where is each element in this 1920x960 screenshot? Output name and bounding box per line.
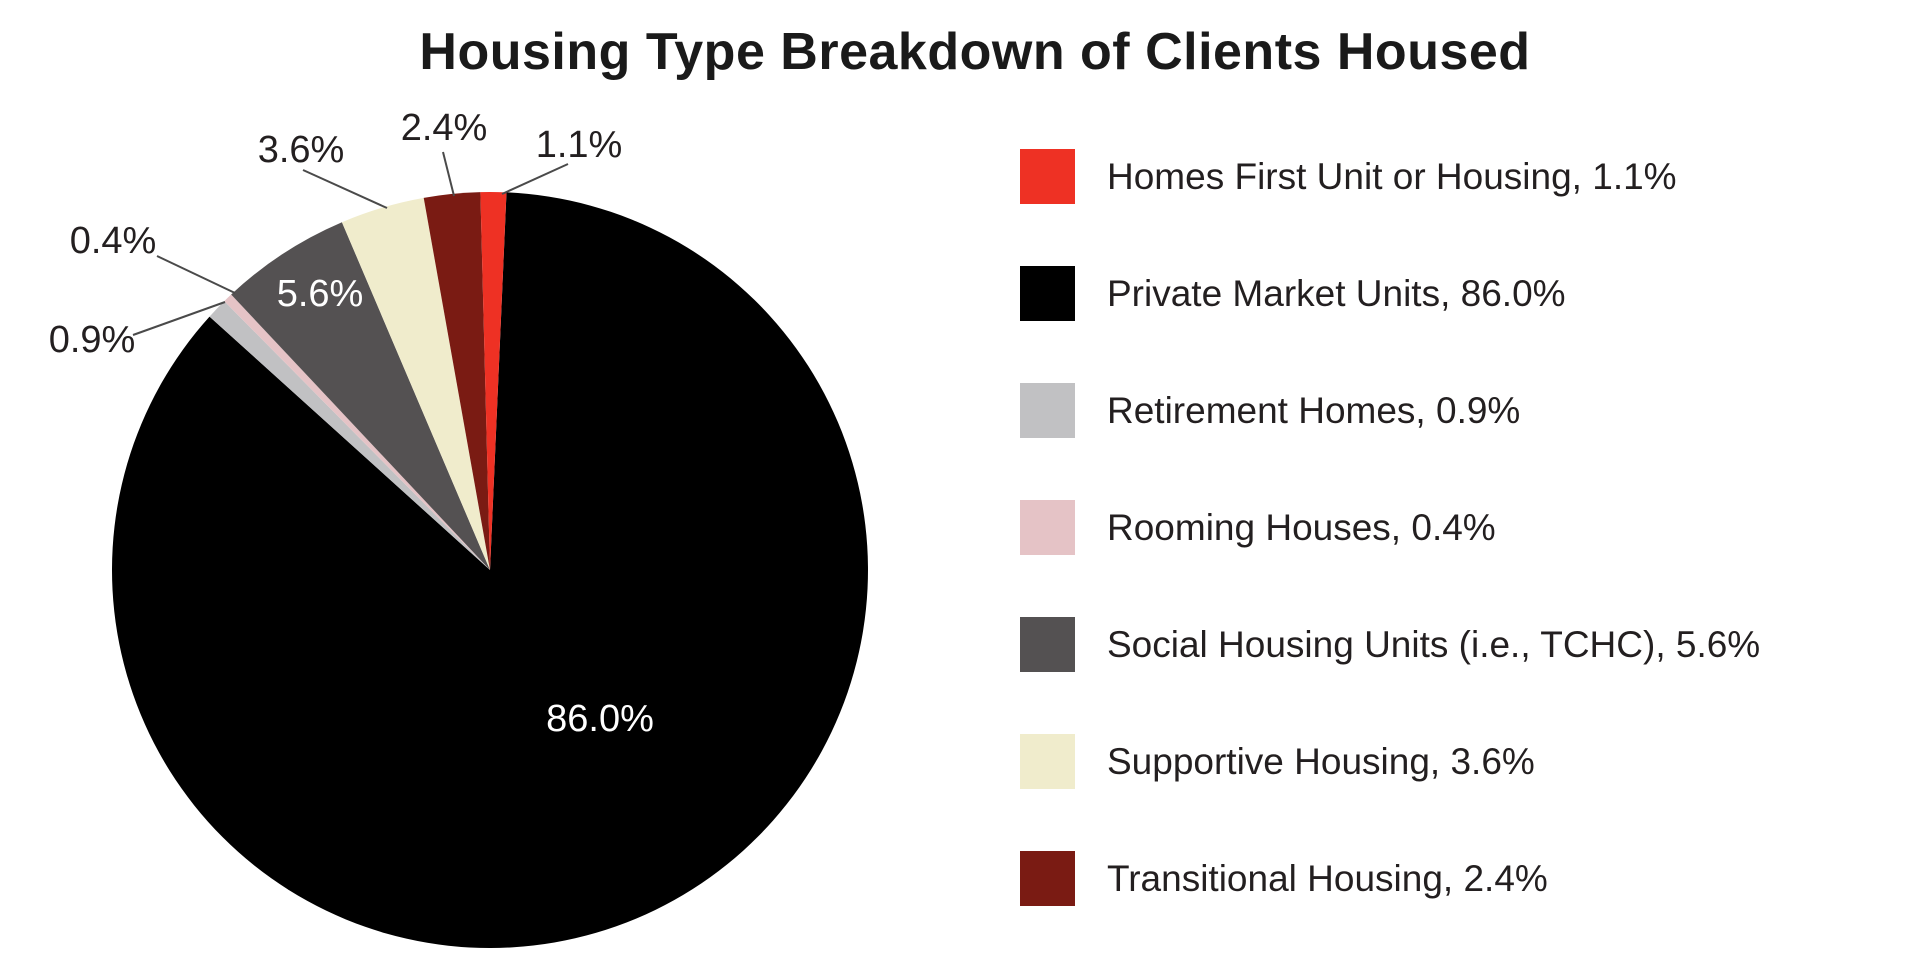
leader-line-homes-first-unit-or-housing: [501, 163, 569, 195]
legend-item-homes-first[interactable]: Homes First Unit or Housing, 1.1%: [1020, 149, 1760, 204]
slice-label-retirement-homes: 0.9%: [49, 319, 136, 361]
pie-slice-social-housing-units[interactable]: [231, 222, 490, 570]
pie-slice-supportive-housing[interactable]: [341, 197, 490, 571]
legend-swatch-supportive-housing: [1020, 734, 1075, 789]
legend-label: Homes First Unit or Housing, 1.1%: [1107, 155, 1677, 197]
slice-label-homes-first-unit-or-housing: 1.1%: [536, 124, 623, 166]
slice-label-private-market-units: 86.0%: [546, 698, 654, 740]
slice-label-supportive-housing: 3.6%: [258, 129, 345, 171]
pie-slice-homes-first-unit-or-housing[interactable]: [480, 191, 507, 570]
slice-label-rooming-houses: 0.4%: [70, 220, 157, 262]
legend-swatch-transitional-housing: [1020, 851, 1075, 906]
legend-item-retirement-homes[interactable]: Retirement Homes, 0.9%: [1020, 383, 1760, 438]
legend-swatch-homes-first: [1020, 149, 1075, 204]
slice-label-social-housing-units: 5.6%: [277, 273, 364, 315]
pie-slice-private-market-units[interactable]: [111, 192, 868, 949]
slice-label-transitional-housing: 2.4%: [401, 107, 488, 149]
legend-item-transitional-housing[interactable]: Transitional Housing, 2.4%: [1020, 851, 1760, 906]
pie-slice-transitional-housing[interactable]: [423, 192, 490, 570]
legend-swatch-retirement-homes: [1020, 383, 1075, 438]
pie-slice-rooming-houses[interactable]: [224, 294, 491, 570]
legend-label: Retirement Homes, 0.9%: [1107, 389, 1521, 431]
legend-label: Supportive Housing, 3.6%: [1107, 740, 1535, 782]
leader-line-rooming-houses: [156, 255, 236, 294]
legend-label: Private Market Units, 86.0%: [1107, 272, 1566, 314]
legend-swatch-social-housing: [1020, 617, 1075, 672]
legend-label: Transitional Housing, 2.4%: [1107, 857, 1548, 899]
legend-swatch-private-market: [1020, 266, 1075, 321]
legend-label: Social Housing Units (i.e., TCHC), 5.6%: [1107, 623, 1761, 665]
leader-line-supportive-housing: [302, 169, 388, 209]
leader-line-retirement-homes: [132, 301, 226, 336]
leader-line-transitional-housing: [442, 151, 455, 197]
legend-item-rooming-houses[interactable]: Rooming Houses, 0.4%: [1020, 500, 1760, 555]
chart-title: Housing Type Breakdown of Clients Housed: [419, 23, 1531, 81]
legend-item-supportive-housing[interactable]: Supportive Housing, 3.6%: [1020, 734, 1760, 789]
legend-item-social-housing[interactable]: Social Housing Units (i.e., TCHC), 5.6%: [1020, 617, 1760, 672]
pie-slice-retirement-homes[interactable]: [209, 301, 490, 570]
legend-swatch-rooming-houses: [1020, 500, 1075, 555]
legend: Homes First Unit or Housing, 1.1% Privat…: [1020, 149, 1760, 906]
legend-item-private-market[interactable]: Private Market Units, 86.0%: [1020, 266, 1760, 321]
legend-label: Rooming Houses, 0.4%: [1107, 506, 1496, 548]
